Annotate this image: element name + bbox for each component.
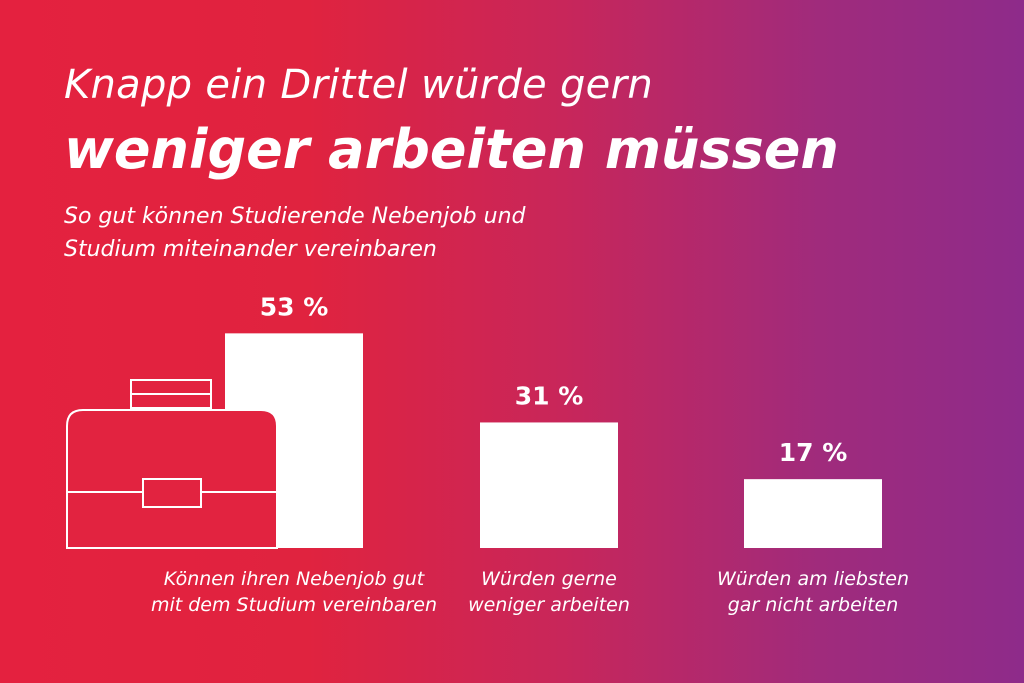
category-label-3-line-1: Würden am liebsten: [716, 568, 910, 590]
value-label-group: 53 % 31 % 17 %: [260, 292, 848, 467]
category-label-1-line-2: mit dem Studium vereinbaren: [150, 594, 438, 616]
category-label-2-line-1: Würden gerne: [481, 568, 617, 590]
chart-title-line2: weniger arbeiten müssen: [64, 118, 839, 181]
category-label-3-line-2: gar nicht arbeiten: [727, 594, 899, 616]
bar-2: [480, 422, 618, 548]
chart-subtitle: So gut können Studierende Nebenjob und S…: [64, 200, 704, 266]
value-label-1: 53 %: [260, 292, 329, 321]
chart-title-line1: Knapp ein Drittel würde gern: [64, 62, 653, 108]
category-label-2: Würden gerne weniger arbeiten: [389, 566, 709, 618]
category-label-3: Würden am liebsten gar nicht arbeiten: [653, 566, 973, 618]
category-label-1: Können ihren Nebenjob gut mit dem Studium…: [134, 566, 454, 618]
bar-3: [744, 479, 882, 548]
briefcase-clasp: [142, 478, 202, 508]
subtitle-line1: So gut können Studierende Nebenjob und: [64, 204, 526, 229]
subtitle-line2: Studium miteinander vereinbaren: [64, 237, 437, 262]
value-label-3: 17 %: [779, 438, 848, 467]
value-label-2: 31 %: [515, 381, 584, 410]
briefcase-icon: [66, 379, 278, 549]
category-label-1-line-1: Können ihren Nebenjob gut: [163, 568, 425, 590]
category-label-2-line-2: weniger arbeiten: [468, 594, 630, 616]
